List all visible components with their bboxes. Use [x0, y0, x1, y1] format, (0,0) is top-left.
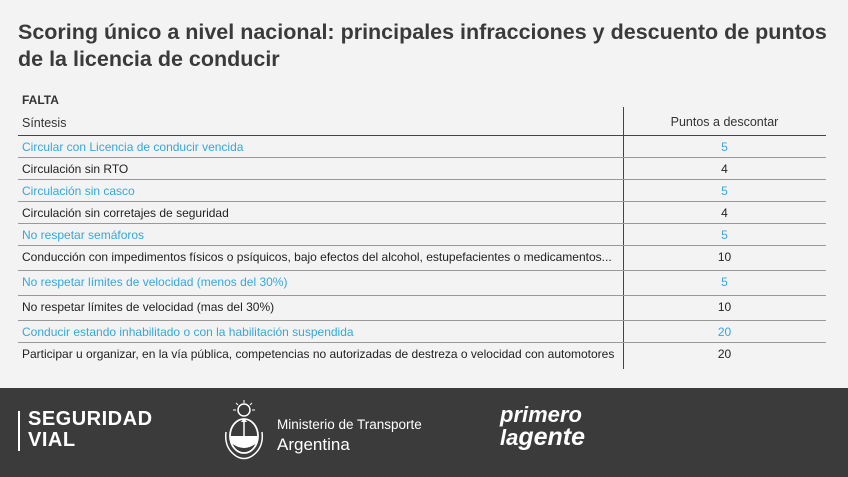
infractions-table: Síntesis Puntos a descontar Circular con… [18, 111, 826, 371]
infraction-points: 20 [717, 347, 732, 361]
infraction-text: Circular con Licencia de conducir vencid… [22, 140, 244, 154]
infraction-points: 10 [717, 300, 732, 314]
table-row: Participar u organizar, en la vía públic… [18, 343, 826, 371]
infraction-text: Conducción con impedimentos físicos o ps… [22, 250, 612, 264]
ministerio-transporte-logo: Ministerio de Transporte Argentina [277, 415, 422, 455]
seguridad-vial-divider [18, 411, 20, 451]
infraction-points: 5 [721, 184, 728, 198]
table-row: Circulación sin RTO 4 [18, 158, 826, 180]
seguridad-vial-line1: SEGURIDAD [28, 408, 153, 430]
column-header-sintesis: Síntesis [22, 116, 67, 130]
infraction-points: 5 [721, 140, 728, 154]
table-row: Conducción con impedimentos físicos o ps… [18, 246, 826, 271]
infraction-points: 10 [717, 250, 732, 264]
table-row: No respetar límites de velocidad (menos … [18, 271, 826, 296]
column-divider [623, 107, 624, 369]
infraction-text: Circulación sin corretajes de seguridad [22, 206, 229, 220]
infraction-text: Circulación sin RTO [22, 162, 129, 176]
slogan-line1: primero [500, 402, 582, 427]
infraction-text: No respetar límites de velocidad (menos … [22, 275, 288, 289]
argentina-coat-of-arms-icon [224, 400, 264, 460]
infraction-text: Conducir estando inhabilitado o con la h… [22, 325, 354, 339]
infraction-text: No respetar semáforos [22, 228, 145, 242]
footer: SEGURIDAD VIAL Ministerio de Transporte … [0, 388, 848, 477]
table-row: Conducir estando inhabilitado o con la h… [18, 321, 826, 343]
table-row: No respetar semáforos 5 [18, 224, 826, 246]
column-header-puntos: Puntos a descontar [670, 115, 779, 129]
table-group-label: FALTA [22, 93, 59, 107]
infraction-points: 20 [717, 325, 732, 339]
seguridad-vial-line2: VIAL [28, 429, 76, 451]
table-row: Circulación sin casco 5 [18, 180, 826, 202]
table-header: Síntesis Puntos a descontar [18, 111, 826, 136]
slogan-gente: gente [518, 423, 586, 451]
slogan-la: la [500, 425, 519, 450]
infraction-text: Participar u organizar, en la vía públic… [22, 347, 615, 361]
infraction-points: 5 [721, 275, 728, 289]
infraction-points: 4 [721, 206, 728, 220]
table-row: Circular con Licencia de conducir vencid… [18, 136, 826, 158]
infraction-text: Circulación sin casco [22, 184, 135, 198]
seguridad-vial-logo: SEGURIDAD VIAL [28, 409, 153, 451]
infraction-text: No respetar límites de velocidad (mas de… [22, 300, 275, 314]
infraction-points: 4 [721, 162, 728, 176]
table-row: No respetar límites de velocidad (mas de… [18, 296, 826, 321]
page-title: Scoring único a nivel nacional: principa… [18, 20, 827, 71]
ministerio-line2: Argentina [277, 435, 350, 454]
table-row: Circulación sin corretajes de seguridad … [18, 202, 826, 224]
infraction-points: 5 [721, 228, 728, 242]
ministerio-line1: Ministerio de Transporte [277, 417, 422, 432]
primero-la-gente-logo: primero lagente [500, 402, 586, 451]
